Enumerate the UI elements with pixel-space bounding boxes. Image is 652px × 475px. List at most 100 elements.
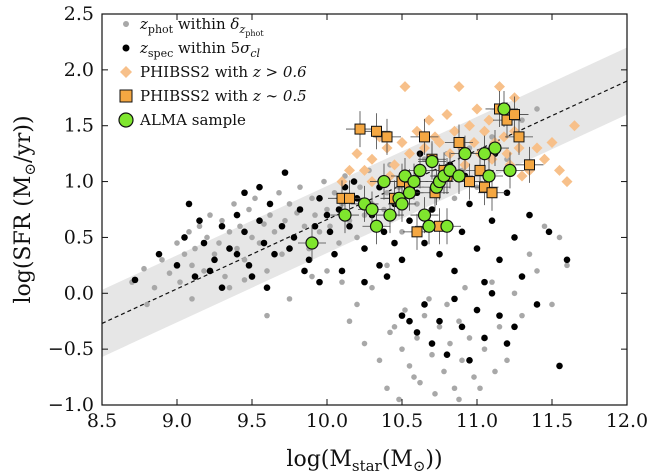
legend-symbol-subsub: phot xyxy=(245,29,264,38)
spec-point xyxy=(326,228,334,236)
spec-point xyxy=(233,250,241,258)
x-tick-label: 11.0 xyxy=(456,410,498,432)
phot-point xyxy=(222,273,228,280)
phot-point xyxy=(534,106,540,112)
spec-point xyxy=(428,206,436,213)
legend-marker-alma xyxy=(118,112,134,128)
legend-math: z > 0.6 xyxy=(252,63,307,81)
spec-point xyxy=(200,239,208,247)
phot-point xyxy=(159,256,165,263)
phot-point xyxy=(141,265,147,272)
spec-point xyxy=(311,222,319,230)
phot-point xyxy=(339,279,345,285)
spec-point xyxy=(488,217,496,224)
alma-point xyxy=(425,154,439,169)
phot-point xyxy=(324,206,330,213)
phot-point xyxy=(402,307,408,313)
spec-point xyxy=(451,295,458,303)
legend-z-sub: spec xyxy=(148,47,173,60)
alma-point xyxy=(422,219,436,233)
phot-point xyxy=(297,184,303,190)
phot-point xyxy=(451,195,458,202)
alma-point xyxy=(413,163,427,177)
x-title-part: (M xyxy=(382,447,413,472)
legend-marker-phibss-mid xyxy=(119,89,133,103)
spec-point xyxy=(131,276,139,284)
spec-point xyxy=(278,222,286,230)
alma-point xyxy=(488,141,502,155)
phot-point xyxy=(492,368,498,375)
spec-point xyxy=(391,239,398,247)
spec-point xyxy=(206,267,214,275)
phibss-mid-z-point xyxy=(354,123,366,135)
legend-marker-spec xyxy=(122,44,130,52)
x-tick-label: 10.0 xyxy=(306,410,348,432)
phot-point xyxy=(264,312,270,319)
phot-point xyxy=(286,296,293,302)
legend-symbol: δ xyxy=(230,15,239,33)
y-tick-label: 0.5 xyxy=(64,226,94,248)
spec-point xyxy=(496,256,503,264)
phot-point xyxy=(481,346,488,352)
phot-point xyxy=(256,240,263,246)
alma-point xyxy=(383,208,397,222)
legend-z: z xyxy=(139,15,148,33)
phibss-high-z-point xyxy=(453,81,465,93)
phibss-mid-z-point xyxy=(453,136,465,148)
y-tick-label: 0.0 xyxy=(64,282,94,304)
spec-point xyxy=(323,211,331,219)
legend-text-part: within xyxy=(173,15,230,33)
alma-point xyxy=(497,102,511,116)
alma-point xyxy=(365,202,379,217)
phot-point xyxy=(556,234,563,241)
phibss-high-z-point xyxy=(531,142,543,154)
alma-point xyxy=(407,174,421,189)
phot-point xyxy=(459,357,465,364)
phot-point xyxy=(279,251,285,257)
phibss-mid-z-point xyxy=(344,192,355,204)
phot-point xyxy=(399,346,405,352)
phibss-mid-z-point xyxy=(501,114,513,126)
spec-point xyxy=(361,278,368,286)
phot-point xyxy=(466,335,473,341)
phot-point xyxy=(211,251,218,257)
spec-point xyxy=(181,234,188,241)
phot-point xyxy=(387,329,393,336)
spec-point xyxy=(380,228,388,236)
phot-point xyxy=(267,212,273,218)
spec-point xyxy=(281,169,289,176)
phot-point xyxy=(526,251,533,257)
spec-point xyxy=(503,189,511,197)
phot-point xyxy=(541,223,548,230)
spec-point xyxy=(481,278,488,286)
phot-point xyxy=(534,268,540,274)
legend-label-spec: zspec within 5σcl xyxy=(139,39,261,60)
phot-point xyxy=(282,217,288,224)
phot-point xyxy=(504,357,510,364)
phot-point xyxy=(226,284,233,291)
legend-label-alma: ALMA sample xyxy=(139,111,246,129)
phot-point xyxy=(226,229,233,235)
spec-point xyxy=(185,200,193,208)
spec-point xyxy=(266,200,274,208)
plot-frame xyxy=(101,13,628,406)
phibss-high-z-point xyxy=(464,120,475,132)
spec-point xyxy=(458,228,466,236)
spec-point xyxy=(173,262,181,269)
spec-point xyxy=(155,250,163,258)
phot-point xyxy=(151,284,158,291)
phibss-mid-z-point xyxy=(524,159,535,171)
phibss-high-z-point xyxy=(546,136,558,148)
phot-point xyxy=(276,189,282,196)
alma-point xyxy=(477,147,492,161)
spec-point xyxy=(218,222,226,230)
alma-point xyxy=(305,236,319,250)
phot-point xyxy=(346,318,353,325)
x-title-part: log(M xyxy=(286,447,351,472)
phibss-high-z-point xyxy=(404,148,415,160)
phot-point xyxy=(331,189,338,196)
spec-point xyxy=(556,362,563,370)
legend-symbol-sub: cl xyxy=(250,47,260,60)
spec-point xyxy=(226,245,233,252)
spec-point xyxy=(488,289,496,297)
